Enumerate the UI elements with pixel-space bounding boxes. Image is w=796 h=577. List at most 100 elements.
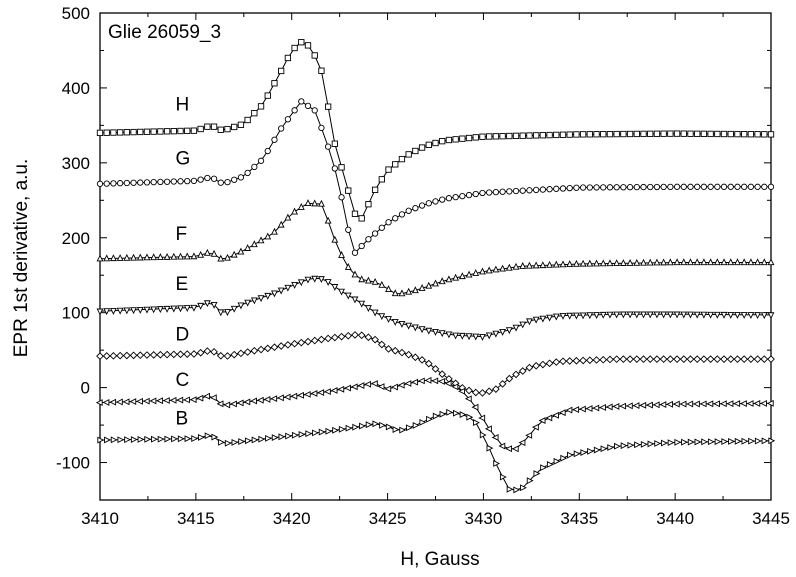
series-G-point xyxy=(506,188,513,195)
series-D-point xyxy=(733,355,742,363)
series-G-point xyxy=(694,183,701,190)
series-F-point xyxy=(371,277,379,285)
series-F-point xyxy=(613,259,621,267)
series-E-point xyxy=(257,295,265,303)
series-G-point xyxy=(519,187,526,194)
series-H-point xyxy=(331,140,338,147)
series-F-point xyxy=(237,247,245,255)
series-G-point xyxy=(593,184,600,191)
series-C-point xyxy=(397,381,405,389)
series-G-point xyxy=(546,186,553,193)
series-D-point xyxy=(720,355,728,363)
series-D-point xyxy=(324,334,332,343)
series-C-point xyxy=(686,400,694,408)
series-F-point xyxy=(586,259,594,267)
series-G-point xyxy=(237,174,245,181)
series-E-point xyxy=(304,276,312,284)
series-F-point xyxy=(264,232,272,240)
series-D-point xyxy=(149,351,158,359)
series-B-point xyxy=(137,436,145,443)
series-E-point xyxy=(411,324,419,332)
series-G-point xyxy=(385,219,392,226)
series-H-point xyxy=(533,132,540,139)
series-H-point xyxy=(647,130,654,137)
series-G-point xyxy=(579,184,587,191)
series-H-point xyxy=(251,110,258,117)
series-H-point xyxy=(405,151,412,158)
series-D-point xyxy=(263,344,272,353)
series-G-point xyxy=(526,187,533,194)
series-F-point xyxy=(331,235,339,243)
series-G-point xyxy=(767,183,775,190)
series-B-point xyxy=(587,447,595,455)
series-C-point xyxy=(538,417,546,425)
series-F-point xyxy=(760,258,768,266)
series-G-point xyxy=(163,178,171,185)
series-E-point xyxy=(572,312,580,320)
series-D-point xyxy=(270,343,279,352)
series-G-point xyxy=(707,183,714,190)
series-H-point xyxy=(492,133,500,140)
series-E-point xyxy=(579,312,587,320)
series-B-point xyxy=(211,433,219,441)
series-E-point xyxy=(438,330,446,338)
series-B-point xyxy=(754,437,762,445)
series-B-point xyxy=(312,429,319,437)
series-E-point xyxy=(203,300,211,308)
series-E-point xyxy=(109,308,117,315)
series-C-point xyxy=(270,395,278,403)
series-G-point xyxy=(479,189,486,197)
series-D-point xyxy=(136,351,145,360)
series-G-point xyxy=(653,183,661,191)
series-D-point xyxy=(492,385,500,393)
series-D-point xyxy=(478,389,487,397)
series-F-point xyxy=(512,262,520,270)
series-F-point xyxy=(465,270,473,278)
series-H-point xyxy=(754,131,761,138)
series-C-point xyxy=(458,387,465,395)
series-G-point xyxy=(318,124,325,132)
series-B-point xyxy=(204,432,212,440)
series-E-point xyxy=(371,309,379,317)
series-F-point xyxy=(666,258,674,266)
series-E-point xyxy=(156,306,164,314)
series-D-point xyxy=(505,374,514,383)
series-C-point xyxy=(592,404,600,412)
series-G-point xyxy=(405,207,412,214)
series-D-point xyxy=(579,356,587,365)
series-C-point xyxy=(545,414,553,422)
series-F-point xyxy=(767,258,775,266)
series-C-point xyxy=(760,399,767,407)
x-tick-label: 3445 xyxy=(752,509,790,528)
series-B-point xyxy=(540,464,548,472)
series-F-point xyxy=(485,266,493,274)
series-D-point xyxy=(559,357,567,366)
series-B-point xyxy=(573,450,581,458)
series-E-point xyxy=(546,314,553,322)
series-B-point xyxy=(473,419,480,427)
series-F-point xyxy=(116,254,124,261)
series-F-point xyxy=(109,254,117,262)
series-G-point xyxy=(640,183,647,191)
series-B-point xyxy=(432,412,440,420)
series-H-point xyxy=(767,131,775,138)
series-H-point xyxy=(358,215,365,222)
series-D-point xyxy=(659,355,668,363)
series-C-point xyxy=(109,398,117,406)
series-E-point xyxy=(230,305,238,313)
series-F-point xyxy=(190,252,198,260)
series-F-point xyxy=(432,279,439,287)
series-D-point xyxy=(424,359,433,368)
series-E-point xyxy=(713,311,721,319)
series-H-point xyxy=(734,130,741,138)
series-E-point xyxy=(177,305,184,313)
series-G-point xyxy=(170,178,177,185)
series-F-point xyxy=(619,259,627,266)
series-E-point xyxy=(660,311,668,319)
series-C-point xyxy=(491,434,499,441)
series-D-point xyxy=(512,370,520,379)
series-B-point xyxy=(546,461,554,468)
series-F-point xyxy=(304,199,312,207)
y-tick-label: 300 xyxy=(62,154,90,173)
